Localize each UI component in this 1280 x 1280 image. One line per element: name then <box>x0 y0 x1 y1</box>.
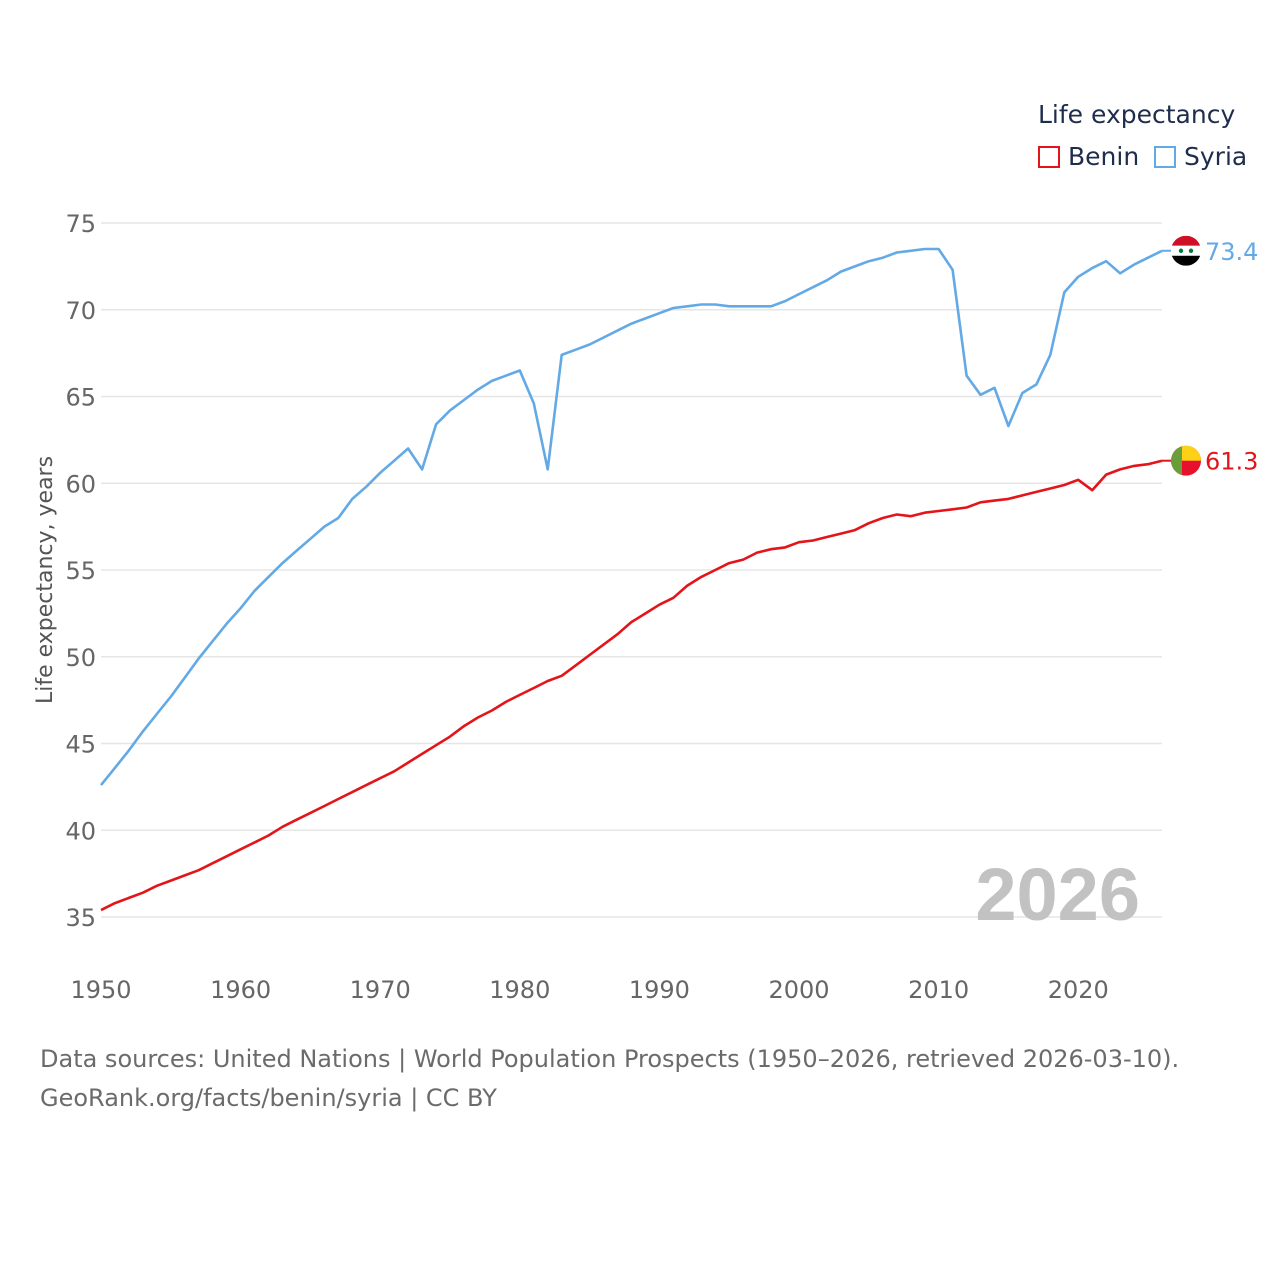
y-tick-label: 50 <box>65 644 96 672</box>
end-label-syria: 73.4 <box>1205 238 1258 266</box>
end-label-benin: 61.3 <box>1205 448 1258 476</box>
x-tick-label: 2000 <box>768 976 829 1004</box>
series-flags: 61.3 73.4 <box>1171 235 1258 476</box>
line-benin <box>100 459 1163 912</box>
gridlines <box>101 222 1162 918</box>
x-tick-label: 1980 <box>489 976 550 1004</box>
y-tick-label: 65 <box>65 384 96 412</box>
x-tick-label: 1950 <box>70 976 131 1004</box>
x-axis-ticks: 1950 1960 1970 1980 1990 2000 2010 2020 <box>70 976 1108 1004</box>
y-tick-label: 70 <box>65 297 96 325</box>
legend-title: Life expectancy <box>1038 100 1236 129</box>
y-axis-label: Life expectancy, years <box>33 456 58 704</box>
legend-label-benin: Benin <box>1068 142 1140 171</box>
source-line-1: Data sources: United Nations | World Pop… <box>40 1045 1180 1073</box>
legend-item-syria[interactable]: Syria <box>1154 142 1247 171</box>
legend-swatch-syria <box>1154 145 1176 168</box>
x-tick-label: 1970 <box>350 976 411 1004</box>
flag-syria-icon <box>1171 235 1201 266</box>
legend-label-syria: Syria <box>1184 142 1248 171</box>
legend-item-benin[interactable]: Benin <box>1038 142 1139 171</box>
flag-benin-icon <box>1171 445 1201 476</box>
y-axis-ticks: 35 40 45 50 55 60 65 70 75 <box>65 210 96 932</box>
y-tick-label: 60 <box>65 470 96 498</box>
y-tick-label: 35 <box>65 904 96 932</box>
y-tick-label: 45 <box>65 731 96 759</box>
y-tick-label: 55 <box>65 557 96 585</box>
year-watermark: 2026 <box>975 853 1140 936</box>
line-syria <box>99 247 1163 786</box>
legend-swatch-benin <box>1038 145 1060 168</box>
y-tick-label: 75 <box>65 210 96 238</box>
x-tick-label: 2020 <box>1048 976 1109 1004</box>
x-tick-label: 1960 <box>210 976 271 1004</box>
y-tick-label: 40 <box>65 817 96 845</box>
series-lines <box>99 247 1176 912</box>
source-line-2[interactable]: GeoRank.org/facts/benin/syria | CC BY <box>40 1084 497 1112</box>
x-tick-label: 1990 <box>629 976 690 1004</box>
x-tick-label: 2010 <box>908 976 969 1004</box>
